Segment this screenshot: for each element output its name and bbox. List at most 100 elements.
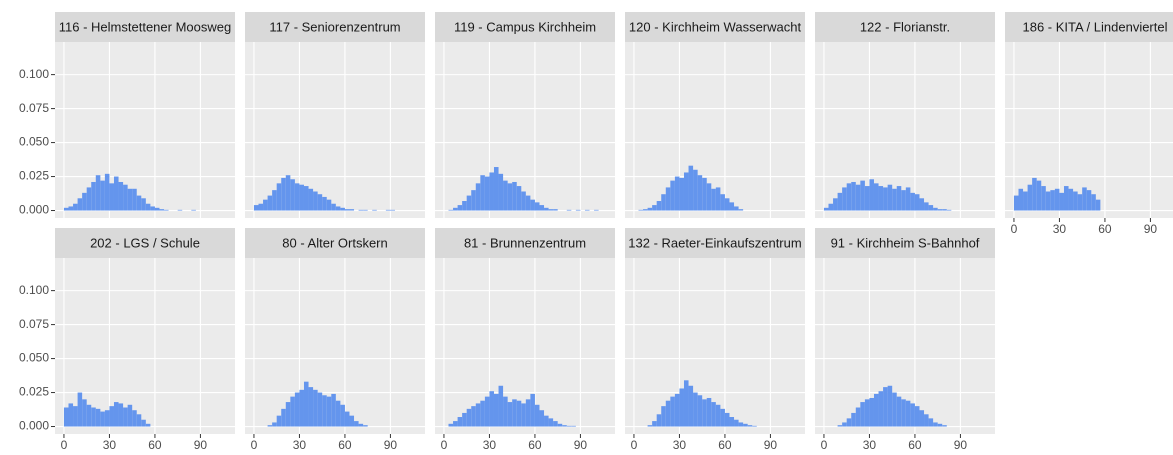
bar [544, 207, 549, 211]
bar [1032, 177, 1037, 211]
bar [656, 414, 662, 427]
bar [724, 412, 730, 427]
bar [493, 167, 499, 211]
facet-title: 120 - Kirchheim Wasserwacht [629, 19, 802, 34]
bar [145, 203, 151, 211]
bar [652, 205, 657, 211]
bar [349, 415, 355, 427]
bar [873, 393, 879, 427]
bar [313, 191, 318, 211]
bar [303, 381, 309, 427]
bar [290, 179, 295, 211]
bar [512, 181, 517, 211]
bar [937, 423, 943, 427]
bar [253, 205, 259, 211]
bar [498, 385, 504, 427]
bar [516, 186, 522, 211]
bar [924, 202, 929, 211]
bar [683, 172, 689, 211]
bar [104, 173, 110, 211]
panel-background [245, 42, 425, 218]
bar [331, 393, 336, 427]
bar [557, 423, 563, 427]
bar [892, 392, 897, 427]
x-tick-label: 30 [293, 438, 307, 452]
bar [873, 183, 879, 211]
bar [317, 392, 323, 427]
bar [354, 421, 359, 427]
bar [878, 186, 884, 211]
strip [435, 228, 615, 258]
bar [715, 404, 721, 427]
bar [711, 402, 716, 427]
x-tick-label: 30 [673, 438, 687, 452]
y-tick-label: 0.000 [19, 203, 49, 217]
bar [1018, 188, 1024, 211]
strip [815, 12, 995, 42]
x-tick-label: 60 [1098, 222, 1112, 236]
bar [525, 399, 531, 427]
bar [340, 404, 345, 427]
bar [73, 203, 78, 211]
bar [285, 402, 291, 427]
bar [127, 188, 133, 211]
strip [435, 12, 615, 42]
bar [1059, 192, 1064, 211]
bar [358, 423, 364, 427]
bar [290, 396, 295, 427]
bar [322, 196, 327, 211]
x-tick-label: 30 [1053, 222, 1067, 236]
bar [1063, 186, 1069, 211]
bar [104, 410, 110, 427]
bar [457, 205, 463, 211]
bar [480, 400, 485, 427]
bar [91, 407, 96, 427]
bar [95, 175, 101, 211]
bar [702, 399, 707, 427]
bar [828, 203, 834, 211]
bar [553, 421, 558, 427]
bar [697, 395, 703, 427]
bar [372, 209, 377, 211]
facet-panel: 80 - Alter Ortskern 0 30 60 90 [245, 228, 425, 452]
x-tick-label: 60 [908, 438, 922, 452]
facet-panel: 81 - Brunnenzentrum 0 30 60 90 [435, 228, 615, 452]
bar [1041, 186, 1046, 211]
facet-panel: 120 - Kirchheim Wasserwacht [625, 12, 805, 218]
bar [303, 186, 309, 211]
bar [484, 396, 490, 427]
x-tick-label: 90 [954, 438, 968, 452]
bar [864, 399, 870, 427]
bar [566, 425, 572, 427]
bar [706, 397, 712, 427]
y-tick-label: 0.075 [19, 101, 49, 115]
bar [466, 408, 472, 427]
bar [937, 209, 943, 211]
bar [132, 188, 137, 211]
strip [245, 12, 425, 42]
bar [308, 188, 314, 211]
bar [905, 187, 911, 211]
bar [68, 403, 74, 427]
bar [670, 396, 675, 427]
facet-title: 91 - Kirchheim S-Bahnhof [831, 235, 980, 250]
bar [851, 181, 856, 211]
bar [928, 205, 934, 211]
bar [534, 202, 540, 211]
bar [887, 184, 893, 211]
bar [656, 201, 662, 211]
bar [191, 209, 196, 211]
bar [851, 412, 856, 427]
facet-panel: 132 - Raeter-Einkaufszentrum 0 30 60 90 [625, 228, 805, 452]
bar [896, 186, 902, 211]
bar [919, 410, 925, 427]
bar [73, 406, 78, 427]
bar [462, 201, 467, 211]
bar [715, 187, 721, 211]
bar [118, 181, 124, 211]
bar [448, 209, 454, 211]
bar [113, 402, 119, 427]
bar [575, 209, 581, 211]
bar [665, 187, 671, 211]
bar [823, 207, 829, 211]
